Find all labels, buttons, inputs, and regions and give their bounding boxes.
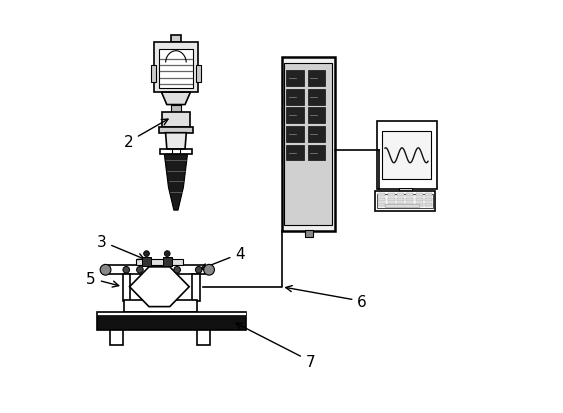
Bar [305,230,312,237]
Polygon shape [129,267,189,307]
Circle shape [144,251,149,257]
Bar [415,194,423,197]
Bar [287,145,304,161]
Text: 3: 3 [96,234,144,260]
Bar [425,199,432,202]
Bar [307,127,325,142]
Bar [171,105,181,112]
Bar [97,312,246,330]
Bar [284,64,332,225]
Bar [382,132,431,180]
Circle shape [123,267,129,273]
Bar [425,204,432,206]
Bar [400,189,412,192]
Text: 6: 6 [286,286,367,309]
Circle shape [174,267,181,273]
Polygon shape [162,93,190,105]
Bar [97,312,246,315]
Bar [415,204,423,206]
Bar [377,194,432,209]
Bar [171,36,181,43]
Circle shape [195,267,202,273]
Bar [307,108,325,124]
Bar [388,204,395,206]
Bar [307,90,325,105]
Bar [406,199,413,202]
Circle shape [100,265,111,275]
Circle shape [164,251,170,257]
Bar [154,43,198,93]
Bar [307,71,325,87]
Circle shape [204,265,215,275]
Bar [397,199,404,202]
Bar [142,257,151,266]
Bar [378,204,385,206]
Bar [196,330,210,345]
Text: 5: 5 [86,271,119,287]
Bar [151,66,156,83]
Bar [397,194,404,197]
Bar [136,259,184,266]
Bar [385,205,418,207]
Bar [110,330,123,345]
Bar [160,150,191,155]
Bar [287,108,304,124]
Bar [287,71,304,87]
Bar [282,58,336,231]
Polygon shape [166,133,186,150]
Bar [388,194,395,197]
Bar [105,266,205,275]
Text: 4: 4 [200,247,245,270]
Bar [124,300,196,312]
Bar [374,192,435,211]
Bar [377,122,437,190]
Bar [388,199,395,202]
Bar [162,112,190,128]
Polygon shape [164,155,187,211]
Text: 7: 7 [236,323,315,369]
Bar [378,199,385,202]
Text: 2: 2 [123,120,168,150]
Bar [397,204,404,206]
Bar [425,194,432,197]
Bar [287,90,304,105]
Bar [378,194,385,197]
Bar [123,275,131,301]
Bar [159,50,193,89]
Bar [193,275,200,301]
Bar [159,128,193,133]
Bar [406,194,413,197]
Bar [415,199,423,202]
Bar [406,204,413,206]
Bar [287,127,304,142]
Bar [163,257,172,266]
Bar [196,66,201,83]
Bar [307,145,325,161]
Circle shape [137,267,143,273]
